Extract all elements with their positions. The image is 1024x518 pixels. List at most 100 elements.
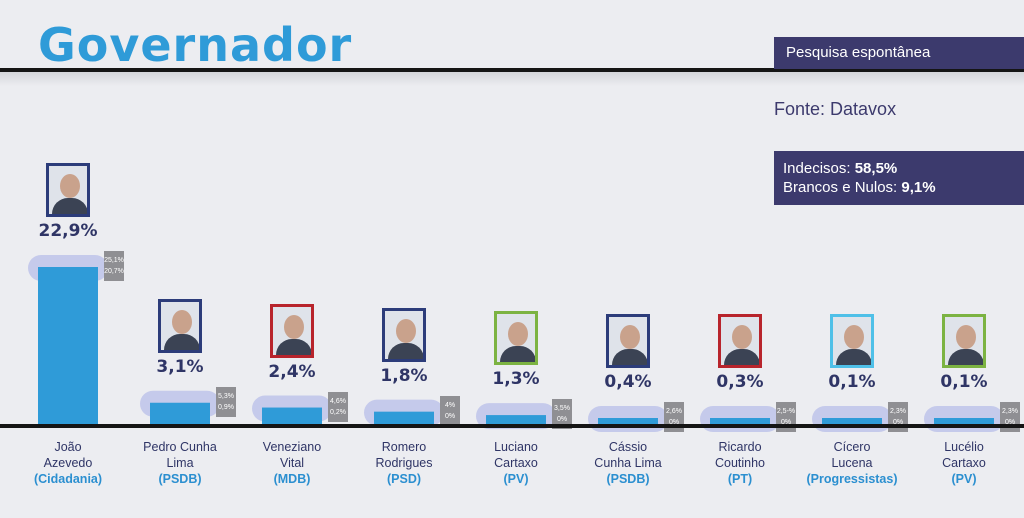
candidate-name-line: Lucélio [944, 440, 984, 454]
candidate-name-line: Cícero [833, 440, 871, 454]
candidate-name: Romero Rodrigues (PSD) [348, 439, 460, 487]
candidate-head [172, 309, 192, 334]
range-lower: 0% [780, 419, 792, 426]
candidate-head [844, 325, 864, 349]
blank-null-label: Brancos e Nulos: [783, 179, 902, 196]
data-label: 3,1% [156, 356, 204, 377]
candidate-head [620, 325, 640, 349]
title-underline-shadow [0, 72, 1024, 86]
bar [150, 402, 210, 424]
candidate-party: (Cidadania) [33, 472, 103, 486]
candidate-name-line: João [54, 440, 82, 454]
candidate-name: Luciano Cartaxo (PV) [460, 439, 572, 487]
candidate-name-line: Cunha Lima [594, 456, 662, 470]
bar [486, 415, 546, 424]
candidate-name: Veneziano Vital (MDB) [236, 439, 348, 487]
candidate-head [956, 325, 976, 349]
candidate-name-line: Lima [166, 456, 194, 470]
data-label: 1,8% [380, 365, 428, 386]
candidate-photo [494, 311, 538, 366]
range-box: 25,1% 20,7% [104, 251, 124, 281]
candidate-head [284, 314, 304, 339]
candidate-head [732, 325, 752, 349]
candidate-name-line: Ricardo [718, 440, 762, 454]
candidate-photo [942, 314, 986, 368]
blank-null-value: 9,1% [901, 179, 936, 196]
data-label: 1,3% [492, 369, 540, 390]
undecided-value: 58,5% [854, 160, 898, 177]
title-underline [0, 68, 1024, 72]
candidate-head [396, 318, 416, 343]
candidate-name-line: Azevedo [43, 456, 93, 470]
candidate-torso [388, 342, 423, 359]
candidate-photo [158, 298, 202, 353]
candidate-party: (PSDB) [606, 472, 650, 486]
data-label: 22,9% [38, 221, 98, 241]
candidate-name-line: Pedro Cunha [143, 440, 217, 454]
data-label: 0,1% [940, 372, 988, 392]
range-lower: 0% [1004, 419, 1016, 426]
range-upper: 25,1% [104, 257, 124, 264]
candidate-name-line: Luciano [494, 440, 538, 454]
range-upper: 3,5% [554, 405, 570, 413]
candidate-name-line: Romero [381, 440, 427, 454]
data-label: 0,1% [828, 372, 876, 392]
candidate-name: Lucélio Cartaxo (PV) [908, 439, 1020, 487]
survey-type-badge: Pesquisa espontânea [774, 37, 1024, 69]
candidate-name: Cássio Cunha Lima (PSDB) [572, 439, 684, 487]
candidate-name-line: Rodrigues [375, 456, 433, 470]
blank-null-line: Brancos e Nulos: 9,1% [783, 178, 1024, 197]
candidate-torso [612, 349, 647, 365]
candidate-photo [382, 307, 426, 362]
candidate-photo [270, 303, 314, 358]
candidate-torso [948, 349, 983, 365]
range-lower: 0,2% [330, 408, 346, 416]
candidate-name-line: Veneziano [262, 440, 322, 454]
candidate-party: (PT) [727, 472, 753, 486]
candidate-photo [46, 163, 90, 217]
bar [710, 418, 770, 424]
range-upper: 4,6% [330, 397, 346, 405]
range-box: 3,5% 0% [552, 399, 572, 430]
candidate-name-line: Cartaxo [942, 456, 986, 470]
bar [262, 407, 322, 424]
candidate-name-line: Coutinho [714, 456, 766, 470]
candidate-party: (PV) [503, 472, 529, 486]
candidate-name-line: Cássio [608, 440, 648, 454]
range-lower: 0% [444, 412, 456, 420]
candidate-party: (PSDB) [158, 472, 202, 486]
candidate-name: Ricardo Coutinho (PT) [684, 439, 796, 487]
data-label: 0,3% [716, 372, 764, 392]
candidate-torso [500, 346, 535, 363]
candidate-torso [164, 333, 199, 350]
bar [374, 411, 434, 424]
candidate-torso [836, 349, 871, 365]
candidate-party: (MDB) [273, 472, 311, 486]
candidate-name-line: Vital [279, 456, 305, 470]
candidate-party: (PSD) [386, 472, 422, 486]
range-upper: 2,6% [666, 408, 682, 415]
candidate-torso [276, 338, 311, 355]
candidate-photo [718, 314, 762, 368]
range-box: 4% 0% [440, 395, 460, 426]
candidate-head [60, 174, 80, 198]
undecided-line: Indecisos: 58,5% [783, 159, 1024, 178]
candidate-name-line: Cartaxo [494, 456, 538, 470]
range-lower: 20,7% [104, 268, 124, 275]
candidate-name: Cícero Lucena (Progressistas) [796, 439, 908, 487]
range-lower: 0,9% [218, 403, 234, 411]
range-box: 5,3% 0,9% [216, 386, 236, 417]
bar [598, 418, 658, 424]
candidate-name: João Azevedo (Cidadania) [12, 439, 124, 487]
summary-box: Indecisos: 58,5% Brancos e Nulos: 9,1% [774, 151, 1024, 205]
candidate-name: Pedro Cunha Lima (PSDB) [124, 439, 236, 487]
range-box: 4,6% 0,2% [328, 391, 348, 422]
range-lower: 0% [556, 416, 568, 424]
range-upper: 2,5-% [776, 408, 796, 415]
candidate-party: (Progressistas) [806, 472, 898, 486]
range-lower: 0% [892, 419, 904, 426]
range-upper: 2,3% [890, 408, 906, 415]
undecided-label: Indecisos: [783, 160, 855, 177]
data-label: 0,4% [604, 372, 652, 392]
range-lower: 0% [668, 419, 680, 426]
